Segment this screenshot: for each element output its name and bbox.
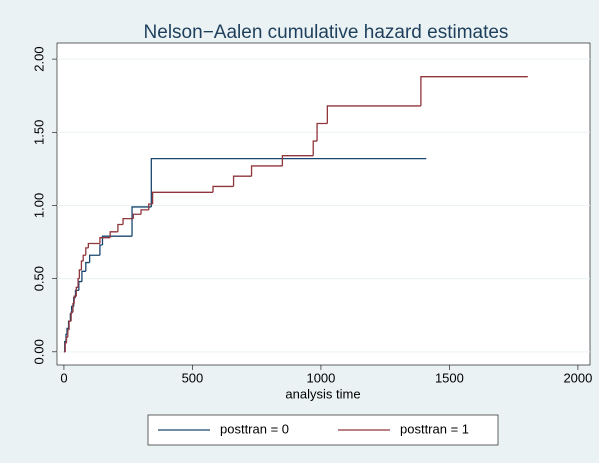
step [109,231,118,238]
step [68,320,72,330]
step [85,261,90,272]
step [82,254,86,262]
step [148,203,153,210]
y-tick-label: 0.50 [31,266,46,291]
step [73,295,77,304]
step [150,157,427,207]
x-tick-label: 1500 [435,370,464,385]
step [312,140,318,156]
x-tick-label: 2000 [563,370,592,385]
step [117,223,124,232]
step [212,185,234,193]
x-axis-title: analysis time [285,386,360,401]
x-tick-label: 500 [182,370,204,385]
step [99,244,103,256]
step [140,209,149,215]
y-tick-label: 2.00 [31,46,46,71]
y-tick-label: 1.50 [31,120,46,145]
x-tick-label: 1000 [306,370,335,385]
step [101,235,133,245]
step [78,280,82,291]
step [250,165,283,177]
step [281,155,314,166]
x-tick-label: 0 [60,370,67,385]
step [316,122,328,142]
y-tick-label: 1.00 [31,193,46,218]
y-tick-label: 0.00 [31,339,46,364]
step [78,269,82,279]
legend-label: posttran = 1 [400,421,469,436]
step [85,247,89,256]
plot-area [56,42,591,366]
step [151,191,213,204]
step [420,76,528,106]
chart-title: Nelson−Aalen cumulative hazard estimates [144,22,509,43]
step [232,175,252,187]
legend-label: posttran = 0 [220,421,289,436]
step [88,254,100,263]
step [132,213,142,219]
step [326,105,421,124]
step [87,242,100,248]
step [122,217,134,225]
step [74,289,79,298]
step [81,270,86,282]
step [131,206,152,237]
step [99,237,111,244]
